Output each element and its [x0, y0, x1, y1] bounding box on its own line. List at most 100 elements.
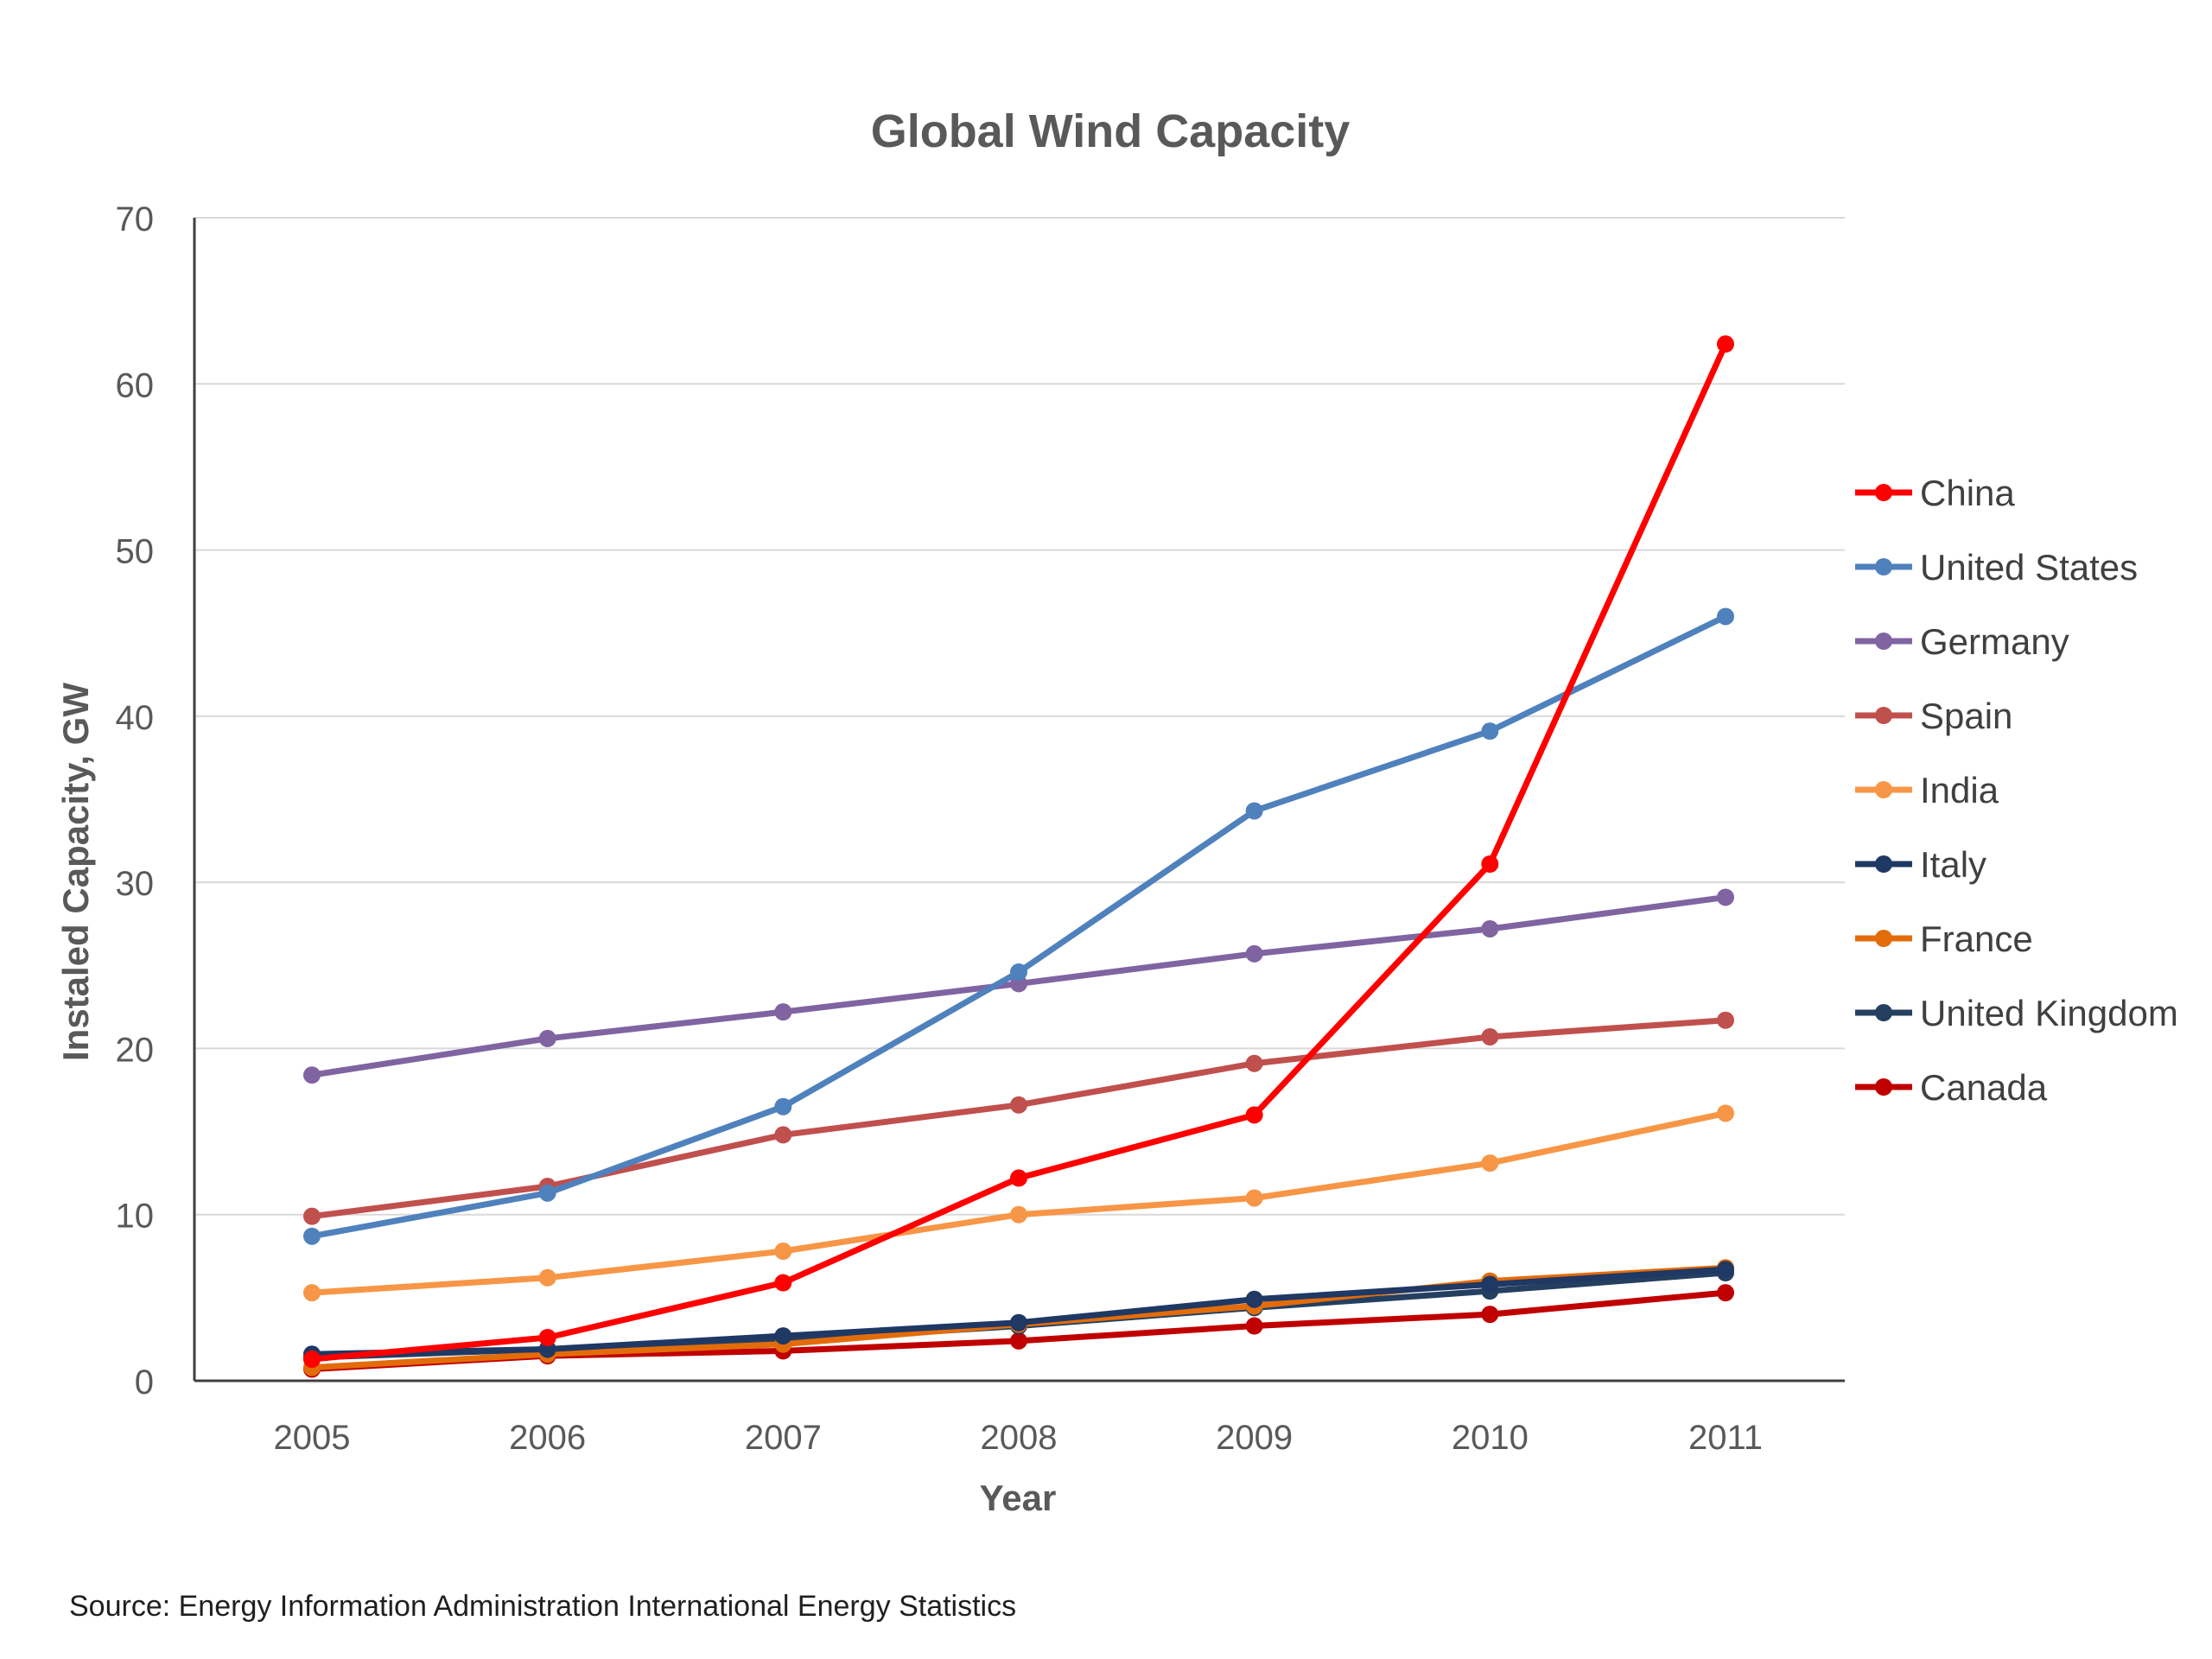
- series-china: [303, 335, 1734, 1369]
- x-tick-labels: 2005 2006 2007 2008 2009 2010 2011: [274, 1419, 1764, 1457]
- series-line-spain: [308, 1017, 1729, 1220]
- data-point-italy: [1010, 1313, 1027, 1332]
- legend-swatch-marker: [1875, 484, 1892, 501]
- y-tick-label: 0: [135, 1363, 154, 1402]
- legend-swatch-marker: [1875, 1078, 1892, 1096]
- legend-label: Spain: [1920, 696, 2012, 736]
- data-point-united-states: [1245, 802, 1263, 820]
- series-united-states: [303, 607, 1734, 1245]
- data-point-italy: [774, 1327, 792, 1345]
- data-point-china: [1010, 1169, 1027, 1187]
- y-tick-label: 20: [116, 1031, 155, 1069]
- legend-swatch-marker: [1875, 1004, 1892, 1021]
- data-point-canada: [1481, 1306, 1499, 1324]
- series-germany: [303, 888, 1734, 1084]
- series-lines: [303, 335, 1734, 1378]
- x-tick-label: 2009: [1216, 1419, 1293, 1457]
- y-tick-label: 40: [116, 699, 155, 737]
- data-point-india: [303, 1284, 321, 1302]
- legend-label: Germany: [1920, 621, 2069, 662]
- data-point-germany: [538, 1029, 556, 1047]
- data-point-italy: [1717, 1261, 1734, 1279]
- legend-item-spain: Spain: [1855, 696, 2012, 736]
- legend: China United States Germany Spain India Italy…: [1855, 473, 2178, 1108]
- data-point-india: [1245, 1189, 1263, 1207]
- data-point-united-states: [1481, 722, 1499, 741]
- y-tick-label: 60: [116, 366, 155, 404]
- data-point-china: [303, 1351, 321, 1369]
- data-point-spain: [1481, 1027, 1499, 1046]
- data-point-spain: [303, 1207, 321, 1225]
- data-point-india: [774, 1243, 792, 1261]
- legend-label: Italy: [1920, 844, 1986, 885]
- data-point-china: [1717, 335, 1734, 353]
- y-tick-label: 10: [116, 1198, 155, 1236]
- legend-item-china: China: [1855, 473, 2015, 513]
- data-point-germany: [1717, 888, 1734, 906]
- legend-swatch-marker: [1875, 558, 1892, 575]
- legend-item-united-kingdom: United Kingdom: [1855, 993, 2178, 1033]
- legend-swatch-marker: [1875, 855, 1892, 873]
- legend-label: China: [1920, 473, 2015, 513]
- data-point-germany: [1481, 919, 1499, 938]
- data-point-china: [1481, 855, 1499, 873]
- legend-item-canada: Canada: [1855, 1067, 2048, 1108]
- legend-label: United Kingdom: [1920, 993, 2178, 1033]
- data-point-china: [1245, 1106, 1263, 1124]
- data-point-united-states: [538, 1184, 556, 1202]
- data-point-canada: [1717, 1284, 1734, 1302]
- legend-label: India: [1920, 770, 1999, 810]
- data-point-united-states: [1010, 963, 1027, 981]
- x-tick-label: 2005: [274, 1419, 351, 1457]
- data-point-united-states: [303, 1227, 321, 1245]
- legend-swatch-marker: [1875, 707, 1892, 724]
- series-line-india: [308, 1109, 1729, 1296]
- data-point-italy: [1245, 1290, 1263, 1308]
- x-tick-label: 2011: [1688, 1419, 1763, 1457]
- legend-swatch-marker: [1875, 930, 1892, 947]
- y-axis-title: Instaled Capacity, GW: [55, 683, 96, 1061]
- legend-item-italy: Italy: [1855, 844, 1986, 885]
- legend-item-germany: Germany: [1855, 621, 2069, 662]
- data-point-india: [1717, 1104, 1734, 1122]
- data-point-china: [538, 1329, 556, 1347]
- data-point-germany: [774, 1003, 792, 1021]
- data-point-india: [1481, 1154, 1499, 1173]
- y-tick-labels: 0 10 20 30 40 50 60 70: [116, 200, 155, 1402]
- y-tick-label: 30: [116, 865, 155, 903]
- data-point-germany: [303, 1066, 321, 1084]
- source-note: Source: Energy Information Administratio…: [69, 1590, 1016, 1623]
- data-point-germany: [1245, 944, 1263, 963]
- legend-swatch-marker: [1875, 781, 1892, 798]
- legend-label: Canada: [1920, 1067, 2048, 1108]
- data-point-china: [774, 1274, 792, 1292]
- x-tick-label: 2007: [745, 1419, 822, 1457]
- y-tick-label: 50: [116, 533, 155, 571]
- data-point-united-states: [1717, 607, 1734, 626]
- data-point-india: [1010, 1205, 1027, 1224]
- legend-label: France: [1920, 918, 2033, 959]
- data-point-united-states: [774, 1097, 792, 1116]
- x-tick-label: 2006: [509, 1419, 586, 1457]
- data-point-canada: [1010, 1332, 1027, 1350]
- data-point-spain: [1245, 1054, 1263, 1072]
- y-tick-label: 70: [116, 200, 155, 238]
- data-point-canada: [1245, 1317, 1263, 1335]
- gridlines: [194, 217, 1845, 1216]
- x-tick-label: 2008: [981, 1419, 1058, 1457]
- data-point-spain: [1010, 1096, 1027, 1114]
- axes: [193, 218, 1845, 1382]
- x-axis-title: Year: [980, 1478, 1057, 1518]
- legend-item-united-states: United States: [1855, 547, 2138, 588]
- data-point-spain: [774, 1126, 792, 1144]
- data-point-india: [538, 1268, 556, 1287]
- legend-item-france: France: [1855, 918, 2033, 959]
- series-india: [303, 1104, 1734, 1302]
- chart-title: Global Wind Capacity: [871, 105, 1351, 157]
- legend-label: United States: [1920, 547, 2138, 588]
- data-point-italy: [1481, 1275, 1499, 1294]
- legend-swatch-marker: [1875, 632, 1892, 650]
- data-point-spain: [1717, 1011, 1734, 1029]
- x-tick-label: 2010: [1452, 1419, 1529, 1457]
